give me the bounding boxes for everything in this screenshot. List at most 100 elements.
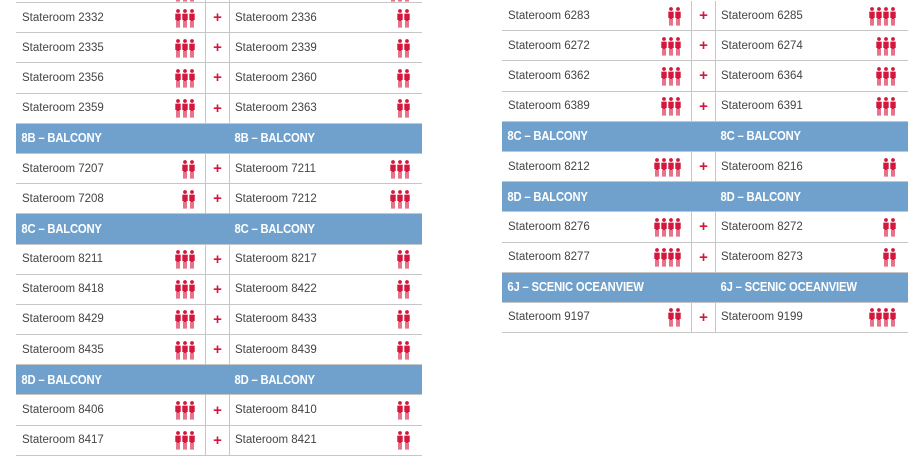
guest-count: [397, 249, 410, 269]
stateroom-cell: Stateroom 8421: [230, 426, 422, 455]
stateroom-row: Stateroom 9197 + Stateroom 9199: [502, 302, 908, 334]
guest-count: [883, 247, 896, 267]
stateroom-cell: Stateroom 8273: [716, 243, 908, 272]
stateroom-row: Stateroom 6272 + Stateroom 6274: [502, 31, 908, 62]
stateroom-cell: Stateroom 8216: [716, 152, 908, 181]
stateroom-label: Stateroom 8429: [22, 313, 104, 326]
guest-icon: [397, 38, 403, 58]
guest-icon: [883, 97, 889, 116]
stateroom-label: Stateroom 2335: [22, 41, 104, 54]
stateroom-label: Stateroom 8216: [721, 160, 803, 173]
guest-icon: [175, 38, 181, 58]
guest-icon: [404, 159, 410, 179]
guest-icon: [876, 308, 882, 328]
guest-icon: [654, 218, 660, 237]
stateroom-label: Stateroom 2363: [235, 102, 317, 115]
guest-count: [182, 159, 195, 179]
guest-icon: [883, 6, 889, 26]
stateroom-label: Stateroom 7207: [22, 162, 104, 175]
category-label: 8B – BALCONY: [234, 131, 316, 146]
plus-icon: +: [692, 151, 716, 182]
guest-icon: [675, 67, 681, 86]
stateroom-row: Stateroom 6283 + Stateroom 6285: [502, 1, 908, 32]
guest-icon: [876, 6, 882, 26]
plus-icon: +: [692, 61, 716, 91]
guest-icon: [397, 189, 403, 209]
guest-icon: [890, 308, 896, 328]
guest-icon: [869, 308, 875, 328]
stateroom-cell: Stateroom 8439: [230, 335, 422, 364]
guest-icon: [404, 189, 410, 209]
guest-count: [397, 400, 410, 420]
guest-icon: [175, 69, 181, 88]
guest-icon: [404, 310, 410, 330]
guest-icon: [883, 218, 889, 237]
stateroom-cell: Stateroom 8276: [502, 212, 692, 242]
stateroom-label: Stateroom 2359: [22, 102, 104, 115]
stateroom-cell: Stateroom 7212: [230, 184, 422, 213]
stateroom-cell: Stateroom 8217: [230, 245, 422, 274]
category-label: 8C – BALCONY: [21, 221, 102, 236]
guest-icon: [876, 67, 882, 86]
guest-icon: [189, 340, 195, 360]
plus-icon: +: [206, 3, 230, 33]
guest-count: [654, 217, 681, 237]
stateroom-cell: Stateroom 2336: [230, 3, 422, 32]
guest-icon: [668, 6, 674, 26]
right-stateroom-table: Stateroom 6283 + Stateroom 6285 Stateroom 6…: [502, 1, 908, 334]
guest-icon: [182, 280, 188, 299]
guest-icon: [883, 36, 889, 56]
plus-icon: +: [692, 212, 716, 242]
guest-icon: [668, 157, 674, 177]
plus-icon: +: [692, 91, 716, 121]
stateroom-row: Stateroom 8417 + Stateroom 8421: [16, 425, 422, 456]
guest-icon: [175, 310, 181, 330]
stateroom-cell: Stateroom 2359: [16, 93, 206, 123]
guest-icon: [175, 99, 181, 118]
guest-icon: [661, 36, 667, 56]
guest-count: [175, 249, 195, 269]
guest-icon: [183, 0, 187, 2]
stateroom-row: Stateroom 2359 + Stateroom 2363: [16, 93, 422, 124]
stateroom-row: Stateroom 7208 + Stateroom 7212: [16, 184, 422, 215]
stateroom-label: Stateroom 8410: [235, 404, 317, 417]
guest-icon: [890, 97, 896, 116]
guest-icon: [182, 69, 188, 88]
guest-icon: [675, 218, 681, 237]
stateroom-row: Stateroom 7207 + Stateroom 7211: [16, 153, 422, 185]
stateroom-cell: Stateroom 6272: [502, 31, 692, 61]
plus-icon: +: [206, 184, 230, 214]
guest-icon: [404, 340, 410, 360]
guest-icon: [883, 157, 889, 177]
guest-count: [869, 307, 896, 328]
guest-count: [876, 36, 896, 56]
plus-icon: +: [206, 153, 230, 184]
stateroom-cell: Stateroom 8406: [16, 395, 206, 425]
category-label: 6J – SCENIC OCEANVIEW: [720, 280, 857, 295]
stateroom-cell: Stateroom 2363: [230, 94, 422, 123]
category-header: 8D – BALCONY 8D – BALCONY: [502, 182, 908, 213]
guest-icon: [675, 248, 681, 267]
stateroom-row: Stateroom 8276 + Stateroom 8272: [502, 212, 908, 243]
stateroom-cell: Stateroom 8277: [502, 242, 692, 272]
plus-icon: +: [206, 63, 230, 93]
stateroom-cell: Stateroom 8435: [16, 335, 206, 365]
guest-count: [175, 430, 195, 450]
stateroom-cell: Stateroom 6362: [502, 61, 692, 91]
stateroom-label: Stateroom 8272: [721, 220, 803, 233]
plus-icon: +: [206, 33, 230, 63]
guest-count: [175, 0, 195, 2]
category-label: 8D – BALCONY: [720, 189, 802, 204]
stateroom-label: Stateroom 8276: [508, 220, 590, 233]
guest-icon: [390, 189, 396, 209]
guest-icon: [668, 36, 674, 56]
stateroom-label: Stateroom 8211: [22, 253, 103, 266]
plus-icon: +: [692, 242, 716, 272]
guest-icon: [661, 218, 667, 237]
stateroom-cell: Stateroom 8433: [230, 305, 422, 334]
guest-icon: [189, 310, 195, 330]
guest-icon: [189, 159, 195, 179]
category-label: 8B – BALCONY: [21, 131, 102, 146]
guest-icon: [890, 6, 896, 26]
stateroom-label: Stateroom 6283: [508, 9, 590, 22]
